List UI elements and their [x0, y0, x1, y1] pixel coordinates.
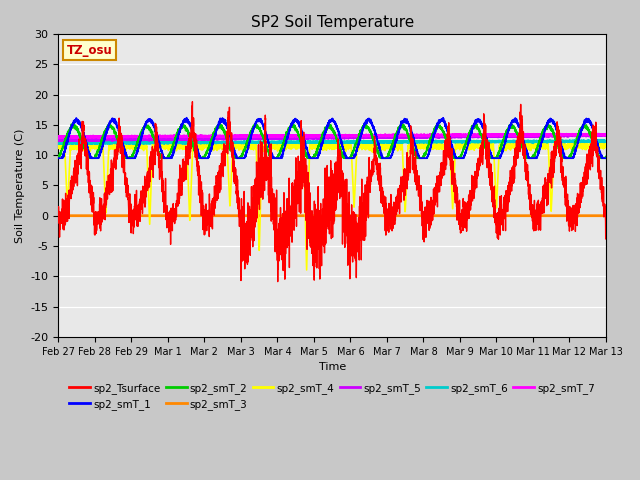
Title: SP2 Soil Temperature: SP2 Soil Temperature: [250, 15, 414, 30]
X-axis label: Time: Time: [319, 362, 346, 372]
Legend: sp2_Tsurface, sp2_smT_1, sp2_smT_2, sp2_smT_3, sp2_smT_4, sp2_smT_5, sp2_smT_6, : sp2_Tsurface, sp2_smT_1, sp2_smT_2, sp2_…: [65, 378, 599, 414]
Y-axis label: Soil Temperature (C): Soil Temperature (C): [15, 128, 25, 242]
Text: TZ_osu: TZ_osu: [67, 44, 113, 57]
